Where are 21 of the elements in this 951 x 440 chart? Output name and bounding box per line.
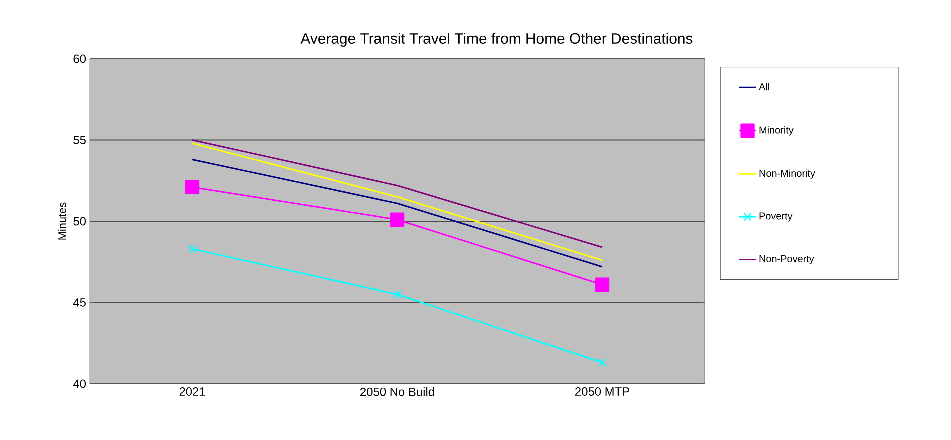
legend-label: Minority — [760, 126, 794, 136]
legend-label: All — [759, 83, 770, 90]
x-tick-label: 2050 No Build — [360, 388, 434, 396]
point — [393, 290, 402, 299]
y-tick-label: 50 — [74, 217, 86, 226]
legend-label: Non-Minority — [760, 170, 816, 180]
y-tick-label: 55 — [74, 136, 86, 144]
y-axis-title: Minutes — [58, 202, 66, 240]
point — [598, 358, 607, 368]
legend-label: Non-Poverty — [760, 256, 814, 264]
chart-title: Average Transit Travel Time from Home Other Destinations — [300, 33, 693, 47]
y-tick-label: 45 — [73, 298, 86, 307]
point — [188, 244, 197, 254]
x-tick-label: 2021 — [180, 388, 206, 396]
point — [390, 212, 405, 227]
point — [185, 180, 200, 194]
point — [595, 278, 610, 292]
legend-label: Poverty — [760, 212, 793, 222]
y-tick-label: 40 — [73, 380, 86, 388]
x-tick-label: 2050 MTP — [576, 388, 630, 396]
y-tick-label: 60 — [74, 54, 86, 64]
